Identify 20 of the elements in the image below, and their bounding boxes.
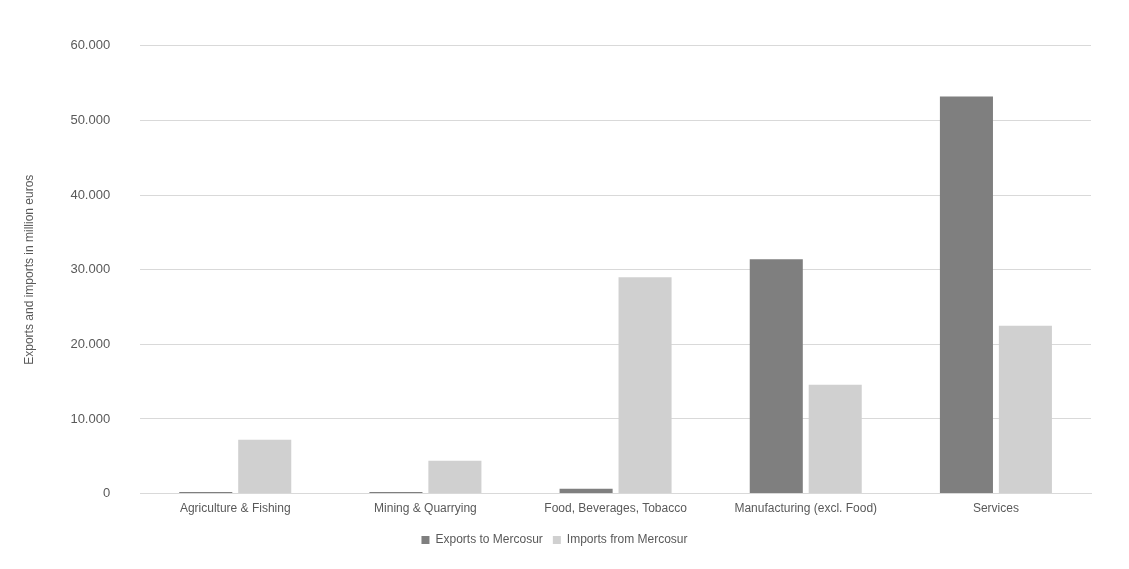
y-tick-label: 60.000 <box>70 37 111 53</box>
x-tick-label: Manufacturing (excl. Food) <box>734 501 878 516</box>
y-tick-label: 10.000 <box>70 410 111 426</box>
legend-label: Imports from Mercosur <box>566 532 688 547</box>
y-tick-label: 0 <box>102 485 111 501</box>
bar <box>559 488 613 494</box>
x-tick-label: Food, Beverages, Tobacco <box>544 501 688 516</box>
y-tick-label: 40.000 <box>70 186 111 202</box>
legend-label: Exports to Mercosur <box>435 532 543 547</box>
bar <box>238 439 292 494</box>
bar <box>428 460 482 494</box>
bar <box>939 96 993 494</box>
y-tick-label: 30.000 <box>70 261 111 277</box>
y-tick-label: 20.000 <box>70 335 111 351</box>
y-tick-label: 50.000 <box>70 112 111 128</box>
x-tick-label: Services <box>972 501 1019 516</box>
x-tick-label: Mining & Quarrying <box>374 501 477 516</box>
bar <box>749 259 803 494</box>
x-tick-label: Agriculture & Fishing <box>179 501 291 516</box>
y-axis-title: Exports and imports in million euros <box>21 174 36 365</box>
